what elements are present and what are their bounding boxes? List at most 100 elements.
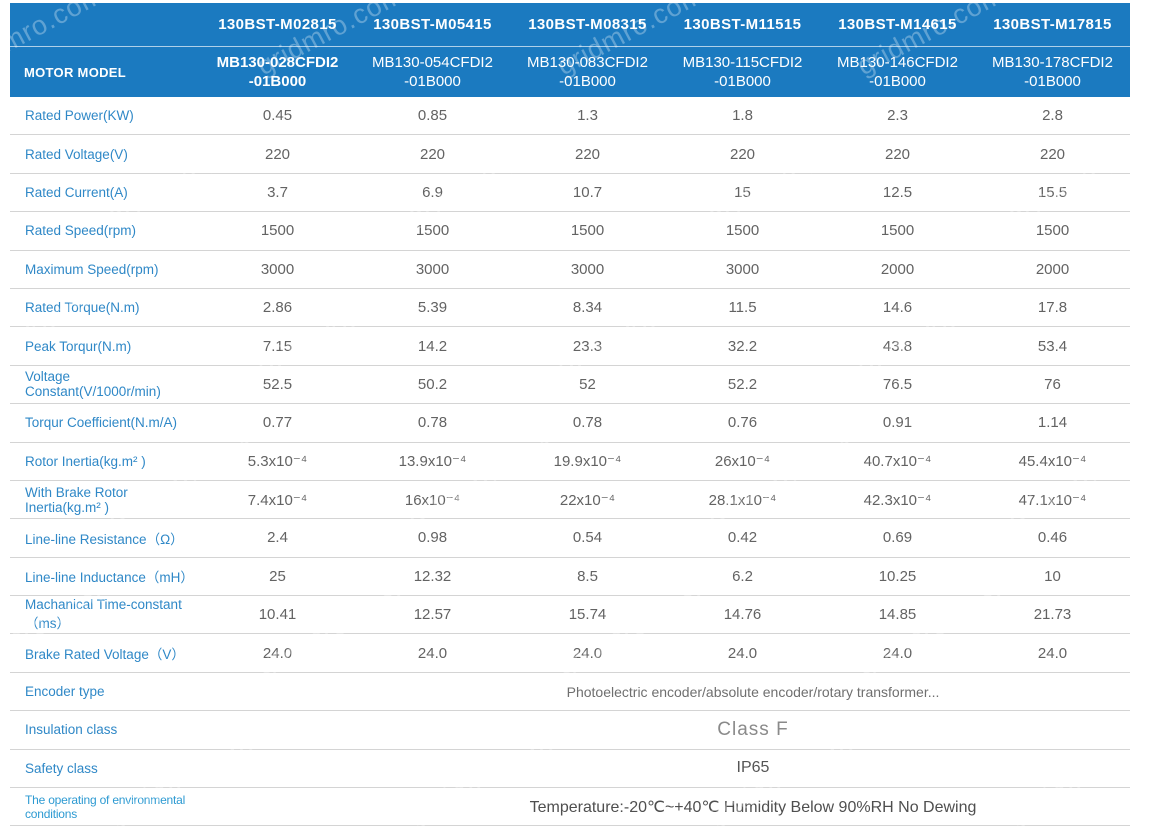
column-header-motor-code: MB130-083CFDI2 -01B000: [510, 53, 665, 91]
value-cell: 7.15: [262, 337, 293, 355]
table-row: Rated Voltage(V) 220 220 220 220 220 220: [10, 135, 1130, 174]
value-cell: 24.0: [882, 644, 913, 662]
table-header: 130BST-M02815 130BST-M05415 130BST-M08315 1…: [10, 3, 1130, 97]
value-cell: 42.3x10⁻⁴: [863, 491, 932, 509]
value-cell: 220: [884, 145, 911, 163]
value-cell: 0.54: [572, 529, 603, 547]
param-label: Torqur Coefficient(N.m/A): [25, 415, 178, 431]
value-cell: 1.8: [732, 107, 753, 125]
motor-model-label: MOTOR MODEL: [24, 64, 126, 80]
param-label: Rated Power(KW): [25, 108, 134, 124]
value-cell: 3000: [725, 260, 760, 278]
motor-code-line2: -01B000: [559, 73, 616, 90]
value-cell: 3000: [260, 260, 295, 278]
param-label: The operating of environmental condition…: [25, 792, 186, 821]
value-cell: 53.4: [1037, 337, 1068, 355]
value-cell: 2000: [880, 260, 915, 278]
value-cell: 0.45: [262, 107, 293, 125]
value-cell: 5.3x10⁻⁴: [247, 453, 308, 471]
column-header-model: 130BST-M05415: [373, 16, 492, 33]
motor-code-line2: -01B000: [404, 73, 461, 90]
value-cell: 45.4x10⁻⁴: [1018, 453, 1087, 471]
value-cell: 23.3: [572, 337, 603, 355]
column-header-model: 130BST-M02815: [218, 16, 337, 33]
motor-code-line1: MB130-083CFDI2: [527, 53, 648, 71]
table-row: Rated Speed(rpm) 1500 1500 1500 1500 1500 1500: [10, 212, 1130, 251]
header-row-motor-codes: MOTOR MODEL MB130-028CFDI2 -01B000 MB130-0…: [10, 46, 1130, 97]
value-cell: 52.2: [727, 375, 758, 393]
value-cell: 14.76: [723, 606, 762, 624]
value-cell: 8.34: [572, 299, 603, 317]
column-header-model: 130BST-M08315: [528, 16, 647, 33]
table-row: Voltage Constant(V/1000r/min) 52.5 50.2 52 5…: [10, 366, 1130, 405]
param-label: Encoder type: [25, 684, 105, 700]
value-cell: 1500: [1035, 222, 1070, 240]
value-cell: 24.0: [572, 644, 603, 662]
table-row: Rated Torque(N.m) 2.86 5.39 8.34 11.5 14.6 17.…: [10, 289, 1130, 328]
value-cell: 220: [419, 145, 446, 163]
param-label: Brake Rated Voltage（V）: [25, 647, 185, 663]
param-label: Safety class: [25, 760, 98, 776]
value-cell: 1500: [725, 222, 760, 240]
value-cell: 40.7x10⁻⁴: [863, 453, 932, 471]
value-cell: 2.86: [262, 299, 293, 317]
value-cell: 2.4: [267, 529, 288, 547]
value-cell: 1500: [880, 222, 915, 240]
table-row: Rated Power(KW) 0.45 0.85 1.3 1.8 2.3 2.8: [10, 97, 1130, 136]
value-cell: 76.5: [882, 375, 913, 393]
value-cell: 22x10⁻⁴: [559, 491, 616, 509]
value-cell: 52.5: [262, 375, 293, 393]
param-label: Peak Torqur(N.m): [25, 338, 132, 354]
value-cell: 1500: [260, 222, 295, 240]
param-label: Maximum Speed(rpm): [25, 261, 159, 277]
motor-code-line2: -01B000: [248, 73, 307, 90]
value-cell: 220: [729, 145, 756, 163]
value-cell: 1500: [415, 222, 450, 240]
value-cell: 13.9x10⁻⁴: [398, 453, 467, 471]
value-cell: 14.6: [882, 299, 913, 317]
column-header-model: 130BST-M11515: [683, 16, 802, 33]
value-cell: 2.3: [887, 107, 908, 125]
value-cell: 24.0: [727, 644, 758, 662]
value-cell: 1.14: [1037, 414, 1068, 432]
value-cell: 5.39: [417, 299, 448, 317]
span-value-cell: Photoelectric encoder/absolute encoder/r…: [566, 683, 940, 700]
motor-code-line1: MB130-146CFDI2: [837, 53, 958, 71]
value-cell: 12.32: [413, 567, 452, 585]
motor-code-line2: -01B000: [714, 73, 771, 90]
table-row: Brake Rated Voltage（V） 24.0 24.0 24.0 24.0 24…: [10, 634, 1130, 673]
table-row: Peak Torqur(N.m) 7.15 14.2 23.3 32.2 43.8 53.4: [10, 327, 1130, 366]
param-label: With Brake Rotor Inertia(kg.m² ): [25, 484, 128, 515]
value-cell: 8.5: [577, 567, 598, 585]
table-row: Line-line Resistance（Ω） 2.4 0.98 0.54 0.42 0.…: [10, 519, 1130, 558]
table-row: Safety class IP65: [10, 750, 1130, 789]
value-cell: 10.41: [258, 606, 297, 624]
table-row: Rated Current(A) 3.7 6.9 10.7 15 12.5 15.5: [10, 174, 1130, 213]
value-cell: 24.0: [262, 644, 293, 662]
value-cell: 3000: [570, 260, 605, 278]
value-cell: 25: [269, 567, 286, 585]
table-row: Torqur Coefficient(N.m/A) 0.77 0.78 0.78 0.7…: [10, 404, 1130, 443]
value-cell: 6.9: [422, 183, 443, 201]
table-row: Line-line Inductance（mH） 25 12.32 8.5 6.2 10.…: [10, 558, 1130, 597]
value-cell: 0.76: [727, 414, 758, 432]
table-row: Machanical Time-constant（ms） 10.41 12.57 15…: [10, 596, 1130, 635]
param-label: Rated Voltage(V): [25, 146, 128, 162]
value-cell: 24.0: [1037, 644, 1068, 662]
value-cell: 14.2: [417, 337, 448, 355]
value-cell: 0.78: [572, 414, 603, 432]
motor-code-line2: -01B000: [869, 73, 926, 90]
motor-code-line1: MB130-028CFDI2: [216, 53, 339, 71]
param-label: Rotor Inertia(kg.m² ): [25, 453, 146, 469]
value-cell: 14.85: [878, 606, 917, 624]
value-cell: 2000: [1035, 260, 1070, 278]
value-cell: 52: [579, 375, 596, 393]
value-cell: 0.46: [1037, 529, 1068, 547]
param-label: Rated Torque(N.m): [25, 300, 140, 316]
span-value-cell: Temperature:-20℃~+40℃ Humidity Below 90%…: [529, 798, 977, 816]
table-row: Rotor Inertia(kg.m² ) 5.3x10⁻⁴ 13.9x10⁻⁴ 19…: [10, 443, 1130, 481]
value-cell: 76: [1044, 375, 1061, 393]
motor-code-line2: -01B000: [1024, 73, 1081, 90]
column-header-motor-code: MB130-178CFDI2 -01B000: [975, 53, 1130, 91]
